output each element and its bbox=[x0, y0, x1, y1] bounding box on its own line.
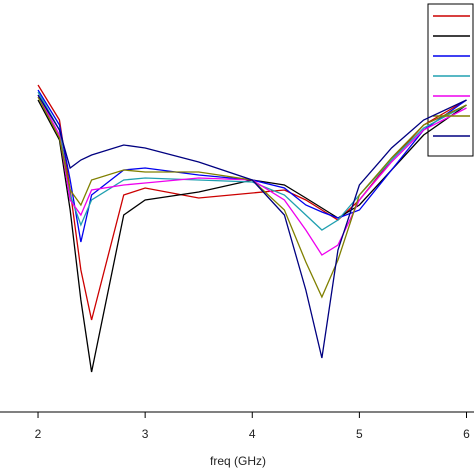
x-tick-label: 2 bbox=[35, 427, 42, 441]
series-line bbox=[37, 91, 467, 231]
x-axis-label: freq (GHz) bbox=[210, 454, 266, 468]
x-tick-label: 4 bbox=[249, 427, 256, 441]
x-tick-label: 5 bbox=[356, 427, 363, 441]
x-tick-label: 3 bbox=[142, 427, 149, 441]
series-line bbox=[37, 94, 467, 359]
series-line bbox=[37, 99, 467, 373]
legend bbox=[427, 3, 474, 157]
series-line bbox=[37, 84, 467, 321]
series-line bbox=[37, 89, 467, 243]
series-line bbox=[37, 96, 467, 299]
series-line bbox=[37, 94, 467, 256]
x-tick-label: 6 bbox=[463, 427, 470, 441]
